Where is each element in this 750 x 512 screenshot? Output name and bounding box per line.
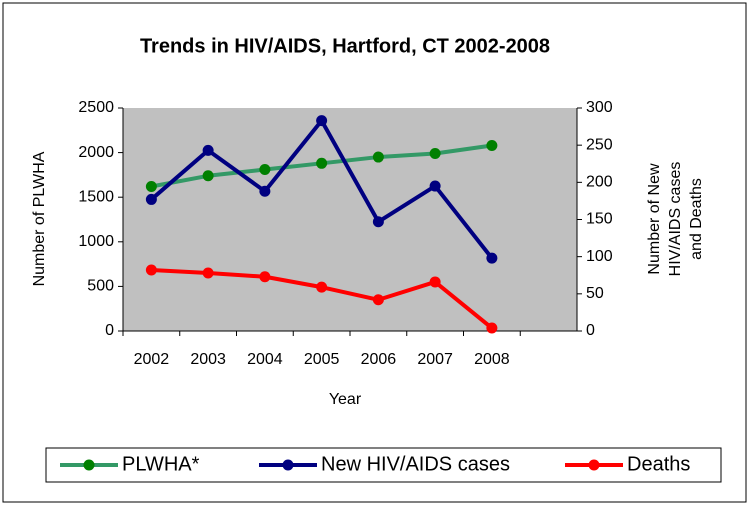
data-point [202,144,214,156]
y2-tick-label: 200 [586,174,613,191]
y-axis-title: Number of PLWHA [31,151,48,286]
y-tick-label: 500 [87,278,114,295]
y2-tick-label: 100 [586,248,613,265]
plot-area [123,108,577,331]
x-tick-label: 2006 [361,351,397,368]
x-tick-label: 2008 [474,351,510,368]
data-point [316,115,328,127]
x-tick-label: 2005 [304,351,340,368]
data-point [145,193,157,205]
data-point [259,185,271,197]
data-point [372,294,384,306]
y2-axis-title: and Deaths [688,178,705,260]
x-tick-label: 2004 [247,351,283,368]
data-point [429,276,441,288]
y2-tick-label: 300 [586,99,613,116]
y-tick-label: 2500 [78,99,114,116]
y2-axis-title: HIV/AIDS cases [667,162,684,277]
data-point [202,170,214,182]
legend-marker [588,459,600,471]
data-point [259,271,271,283]
data-point [486,252,498,264]
data-point [145,180,157,192]
legend-label: Deaths [627,453,690,475]
y-tick-label: 2000 [78,144,114,161]
legend-label: PLWHA* [122,453,200,475]
data-point [202,267,214,279]
x-tick-label: 2003 [190,351,226,368]
data-point [316,281,328,293]
y2-tick-label: 50 [586,285,604,302]
x-tick-label: 2007 [417,351,453,368]
y2-tick-label: 250 [586,136,613,153]
legend-marker [83,459,95,471]
legend-marker [282,459,294,471]
data-point [429,180,441,192]
y-tick-label: 1000 [78,233,114,250]
legend-label: New HIV/AIDS cases [321,453,510,475]
data-point [372,151,384,163]
data-point [429,147,441,159]
chart-title: Trends in HIV/AIDS, Hartford, CT 2002-20… [140,35,550,57]
data-point [486,139,498,151]
y-tick-label: 1500 [78,188,114,205]
data-point [259,164,271,176]
y2-tick-label: 150 [586,211,613,228]
data-point [316,157,328,169]
y-tick-label: 0 [105,322,114,339]
data-point [372,216,384,228]
y2-axis-title: Number of New [646,163,663,275]
x-tick-label: 2002 [134,351,170,368]
x-axis-title: Year [329,391,362,408]
data-point [145,264,157,276]
y2-tick-label: 0 [586,322,595,339]
data-point [486,322,498,334]
